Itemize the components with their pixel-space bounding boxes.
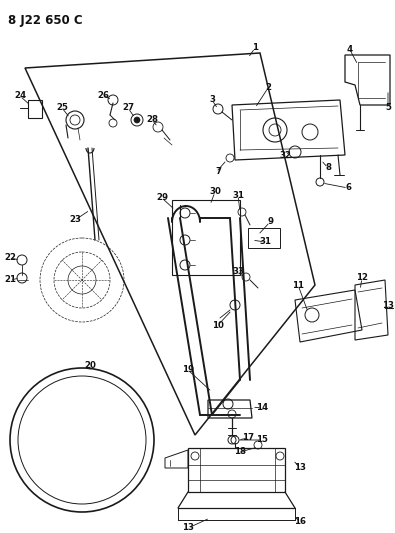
Text: 19: 19 — [182, 366, 194, 375]
Text: 30: 30 — [209, 188, 221, 197]
Text: 17: 17 — [242, 433, 254, 442]
Text: 15: 15 — [256, 435, 268, 445]
Text: 31: 31 — [259, 238, 271, 246]
Text: 2: 2 — [265, 84, 271, 93]
Text: 5: 5 — [385, 103, 391, 112]
Text: 1: 1 — [252, 44, 258, 52]
Text: 31: 31 — [232, 190, 244, 199]
Text: 7: 7 — [215, 167, 221, 176]
Text: 13: 13 — [382, 301, 394, 310]
Text: 11: 11 — [292, 280, 304, 289]
Text: 13: 13 — [182, 523, 194, 532]
Text: 22: 22 — [4, 254, 16, 262]
Text: 21: 21 — [4, 276, 16, 285]
Text: 29: 29 — [156, 193, 168, 203]
Text: 33: 33 — [232, 268, 244, 277]
Text: 28: 28 — [146, 116, 158, 125]
Text: 3: 3 — [209, 95, 215, 104]
Text: 23: 23 — [69, 215, 81, 224]
Text: 27: 27 — [122, 103, 134, 112]
Text: 25: 25 — [56, 103, 68, 112]
Text: 9: 9 — [267, 217, 273, 227]
Text: 8 J22 650 C: 8 J22 650 C — [8, 14, 83, 27]
Text: 6: 6 — [345, 183, 351, 192]
Text: 20: 20 — [84, 360, 96, 369]
Text: 18: 18 — [234, 448, 246, 456]
Circle shape — [134, 117, 140, 123]
Text: 26: 26 — [97, 91, 109, 100]
Text: 10: 10 — [212, 320, 224, 329]
Text: 4: 4 — [347, 45, 353, 54]
Text: 12: 12 — [356, 273, 368, 282]
Text: 24: 24 — [14, 92, 26, 101]
Text: 16: 16 — [294, 518, 306, 527]
Text: 13: 13 — [294, 464, 306, 472]
Text: 8: 8 — [325, 164, 331, 173]
Text: 32: 32 — [279, 150, 291, 159]
Text: 14: 14 — [256, 403, 268, 413]
